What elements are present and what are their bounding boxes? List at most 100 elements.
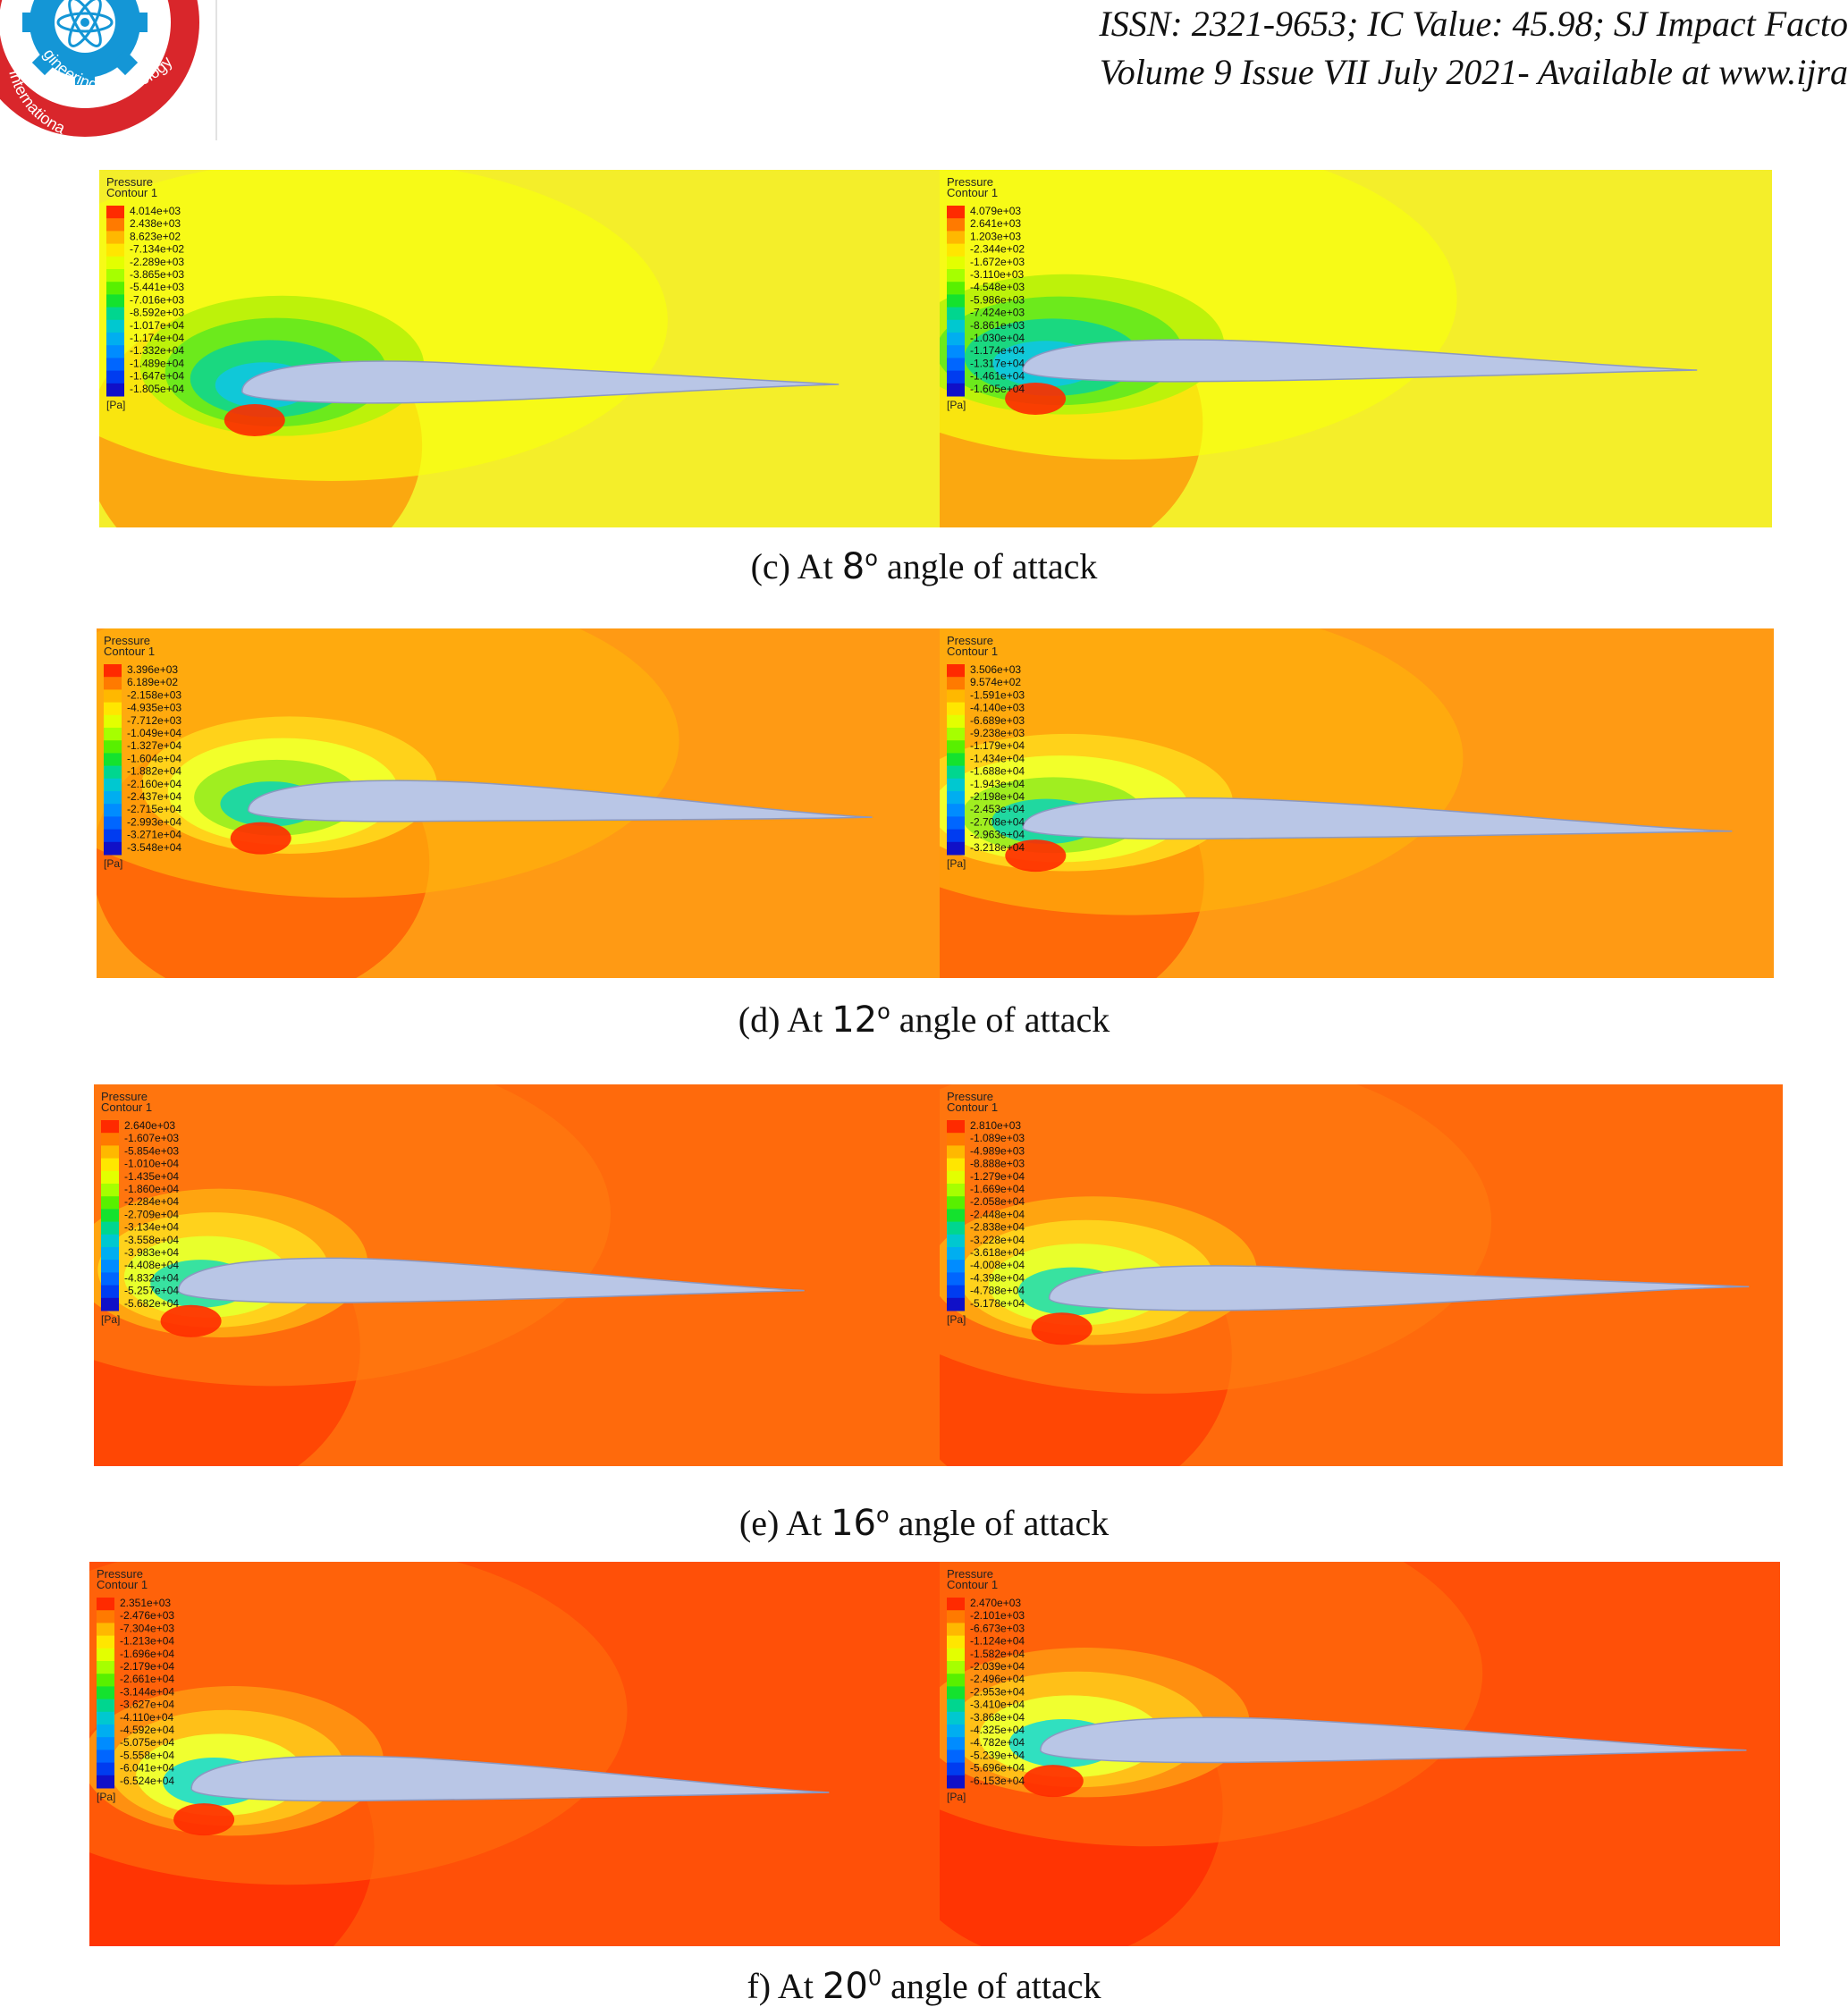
legend-level-label: -1.805e+04	[130, 383, 184, 395]
legend-color-swatch	[101, 1133, 119, 1146]
legend-level-label: -3.865e+03	[130, 268, 184, 281]
stagnation-spot	[160, 1304, 222, 1337]
legend-unit: [Pa]	[947, 1313, 966, 1326]
legend-level-label: -5.696e+04	[970, 1762, 1025, 1775]
legend-level-label: -2.284e+04	[124, 1195, 179, 1208]
legend-color-swatch	[947, 778, 965, 792]
legend-color-swatch	[947, 841, 965, 856]
contour-plot-e-left: Pressure Contour 1 2.640e+03 -1.607e+03 -5.8…	[94, 1084, 940, 1466]
legend-level-label: -2.838e+04	[970, 1221, 1025, 1234]
stagnation-spot	[1005, 839, 1067, 873]
legend-color-swatch	[947, 1661, 965, 1674]
legend-color-swatch	[97, 1661, 114, 1674]
legend-level-label: 2.640e+03	[124, 1119, 175, 1132]
legend-color-swatch	[106, 345, 124, 358]
legend-color-swatch	[947, 282, 965, 295]
stagnation-spot	[1031, 1312, 1093, 1345]
legend-level-label: -1.124e+04	[970, 1635, 1025, 1648]
legend-level-label: -1.672e+03	[970, 256, 1025, 268]
legend-level-label: -5.682e+04	[124, 1297, 179, 1310]
legend-color-swatch	[947, 206, 965, 219]
legend-color-swatch	[104, 753, 122, 767]
legend-level-label: -6.689e+03	[970, 714, 1025, 727]
legend-level-label: -4.325e+04	[970, 1724, 1025, 1736]
legend-level-label: -1.089e+03	[970, 1132, 1025, 1144]
legend-color-swatch	[104, 689, 122, 704]
legend-subtitle: Contour 1	[106, 186, 157, 199]
legend-level-label: -3.134e+04	[124, 1221, 179, 1234]
legend-level-label: -8.861e+03	[970, 319, 1025, 332]
legend-level-label: -1.332e+04	[130, 344, 184, 357]
legend-color-swatch	[106, 231, 124, 245]
angle-value: 8o	[841, 545, 878, 587]
legend-color-swatch	[947, 1247, 965, 1261]
legend-title: Pressure	[101, 1090, 148, 1103]
legend-level-label: 4.014e+03	[130, 205, 181, 217]
legend-color-swatch	[97, 1699, 114, 1713]
legend-level-label: -3.983e+04	[124, 1246, 179, 1259]
legend-subtitle: Contour 1	[101, 1100, 152, 1114]
legend-level-label: 2.470e+03	[970, 1597, 1021, 1609]
legend-level-label: -3.410e+04	[970, 1699, 1025, 1711]
legend-color-swatch	[106, 256, 124, 270]
legend-level-label: -6.673e+03	[970, 1622, 1025, 1634]
stagnation-spot	[1005, 383, 1067, 415]
legend-level-label: -2.448e+04	[970, 1208, 1025, 1220]
legend-level-label: -1.688e+04	[970, 765, 1025, 778]
legend-color-swatch	[106, 218, 124, 232]
legend-color-swatch	[947, 1272, 965, 1286]
legend-level-label: -1.591e+03	[970, 688, 1025, 701]
legend-level-label: -4.548e+03	[970, 281, 1025, 293]
airfoil-shape	[1040, 1716, 1747, 1764]
legend-level-label: -1.327e+04	[127, 739, 181, 752]
legend-level-label: -6.524e+04	[120, 1775, 174, 1787]
legend-level-label: -2.496e+04	[970, 1673, 1025, 1685]
legend-color-swatch	[97, 1623, 114, 1637]
legend-level-label: -5.986e+03	[970, 293, 1025, 306]
legend-color-swatch	[947, 664, 965, 678]
legend-color-swatch	[104, 664, 122, 678]
legend-color-swatch	[101, 1120, 119, 1134]
legend-level-label: -7.712e+03	[127, 714, 181, 727]
legend-color-swatch	[947, 333, 965, 346]
legend-level-label: -1.434e+04	[970, 752, 1025, 764]
legend-level-label: -7.134e+02	[130, 243, 184, 256]
legend-level-label: -4.110e+04	[120, 1711, 173, 1724]
legend-color-swatch	[947, 1686, 965, 1700]
legend-level-label: -1.605e+04	[970, 383, 1025, 395]
legend-level-label: -7.424e+03	[970, 307, 1025, 319]
legend-level-label: 8.623e+02	[130, 230, 181, 242]
legend-color-swatch	[104, 816, 122, 831]
legend-level-label: -1.882e+04	[127, 765, 181, 778]
legend-level-label: -3.618e+04	[970, 1246, 1025, 1259]
legend-color-swatch	[947, 1674, 965, 1687]
legend-color-swatch	[947, 1285, 965, 1299]
legend-color-swatch	[106, 269, 124, 282]
legend-level-label: -5.075e+04	[120, 1736, 174, 1749]
legend-color-swatch	[947, 765, 965, 780]
legend-color-swatch	[947, 702, 965, 716]
figure-caption-e: (e) At 16o angle of attack	[738, 1502, 1110, 1544]
legend-level-label: -3.548e+04	[127, 841, 181, 854]
legend-color-swatch	[947, 1598, 965, 1611]
legend-level-label: -3.627e+04	[120, 1699, 174, 1711]
legend-level-label: -2.179e+04	[120, 1660, 174, 1673]
legend-level-label: 2.438e+03	[130, 217, 181, 230]
legend-color-swatch	[947, 1725, 965, 1738]
legend-color-swatch	[947, 294, 965, 308]
contour-plot-d-left: Pressure Contour 1 3.396e+03 6.189e+02 -2.15…	[97, 628, 940, 978]
legend-level-label: -3.144e+04	[120, 1685, 174, 1698]
legend-level-label: 2.641e+03	[970, 217, 1021, 230]
legend-level-label: 2.810e+03	[970, 1119, 1021, 1132]
legend-color-swatch	[947, 256, 965, 270]
legend-level-label: -2.993e+04	[127, 815, 181, 828]
legend-color-swatch	[947, 1170, 965, 1185]
airfoil-shape	[247, 780, 873, 822]
